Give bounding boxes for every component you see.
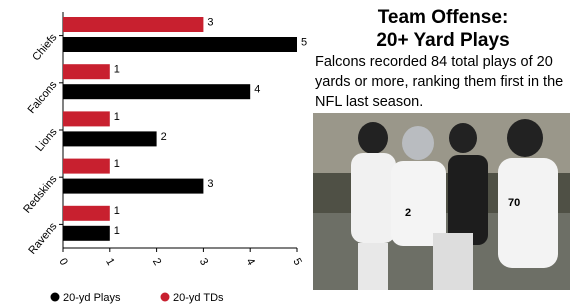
value-label: 3 bbox=[207, 178, 213, 190]
bar bbox=[63, 206, 110, 221]
value-label: 1 bbox=[114, 64, 120, 76]
value-label: 1 bbox=[114, 111, 120, 123]
x-tick-label: 3 bbox=[197, 256, 210, 267]
svg-text:2: 2 bbox=[405, 207, 411, 219]
legend-label: 20-yd Plays bbox=[63, 292, 121, 304]
sidebar-text: Falcons recorded 84 total plays of 20 ya… bbox=[315, 52, 570, 112]
x-tick-label: 2 bbox=[150, 256, 163, 267]
photo: 2 70 bbox=[313, 113, 570, 290]
x-tick-label: 1 bbox=[103, 256, 116, 267]
y-tick-label: Falcons bbox=[26, 79, 60, 117]
bar bbox=[63, 37, 297, 52]
value-label: 1 bbox=[114, 205, 120, 217]
value-label: 2 bbox=[161, 131, 167, 143]
legend-label: 20-yd TDs bbox=[173, 292, 224, 304]
value-label: 5 bbox=[301, 36, 307, 48]
bar bbox=[63, 84, 250, 99]
legend-marker bbox=[161, 293, 170, 302]
bar bbox=[63, 64, 110, 79]
value-label: 1 bbox=[114, 158, 120, 170]
bar bbox=[63, 131, 157, 146]
y-tick-label: Redskins bbox=[21, 173, 60, 216]
x-tick-label: 4 bbox=[244, 256, 257, 267]
page: 0 1 2 3 4 5 Chiefs 3 5 Falcons 1 4 Lions 1 2 Redskins 1 3… bbox=[0, 0, 574, 307]
svg-text:70: 70 bbox=[508, 197, 520, 209]
bar bbox=[63, 159, 110, 174]
value-label: 1 bbox=[114, 225, 120, 237]
y-tick-label: Chiefs bbox=[30, 31, 60, 63]
sidebar-title: Team Offense: 20+ Yard Plays bbox=[318, 6, 568, 52]
y-tick-label: Ravens bbox=[26, 220, 59, 257]
bar bbox=[63, 179, 203, 194]
bar bbox=[63, 17, 203, 32]
chart: 0 1 2 3 4 5 Chiefs 3 5 Falcons 1 4 Lions 1 2 Redskins 1 3… bbox=[0, 0, 310, 307]
bar bbox=[63, 226, 110, 241]
y-tick-label: Lions bbox=[33, 126, 59, 154]
legend-marker bbox=[51, 293, 60, 302]
x-tick-label: 0 bbox=[56, 256, 69, 267]
value-label: 3 bbox=[207, 16, 213, 28]
bar bbox=[63, 111, 110, 126]
x-tick-label: 5 bbox=[290, 256, 303, 267]
value-label: 4 bbox=[254, 84, 260, 96]
